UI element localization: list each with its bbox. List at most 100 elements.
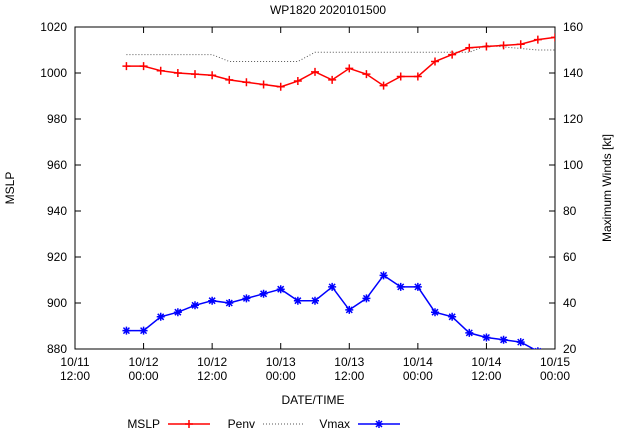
data-point-marker	[191, 301, 199, 310]
penv-dotted-line	[126, 44, 555, 62]
data-point-marker	[122, 326, 131, 335]
x-tick-label-time: 12:00	[60, 369, 90, 383]
data-point-marker	[551, 33, 555, 42]
y-left-tick-label: 940	[47, 204, 67, 218]
x-tick-label-time: 00:00	[403, 369, 433, 383]
plot-frame	[74, 26, 556, 350]
x-tick-label-time: 00:00	[129, 369, 159, 383]
series-line-penv	[126, 36, 555, 88]
plot-area	[74, 26, 556, 350]
data-point-marker	[431, 308, 439, 317]
x-tick-label-date: 10/14	[471, 355, 501, 369]
y-left-tick-label: 900	[47, 296, 67, 310]
y-right-tick-label: 20	[563, 342, 577, 356]
data-point-marker	[448, 50, 457, 59]
y-right-tick-label: 160	[563, 20, 583, 34]
data-point-marker	[311, 296, 319, 305]
data-point-marker	[482, 333, 491, 342]
data-point-marker	[276, 285, 285, 294]
data-point-marker	[499, 335, 508, 344]
y-right-tick-label: 40	[563, 296, 577, 310]
x-tick-label-time: 12:00	[197, 369, 227, 383]
data-point-marker	[328, 75, 337, 84]
y-axis-label-right: Maximum Winds [kt]	[600, 134, 614, 242]
data-point-marker	[413, 72, 422, 81]
data-point-marker	[516, 40, 525, 49]
data-point-marker	[276, 82, 285, 91]
series-line-vmax	[126, 274, 536, 349]
data-point-marker	[396, 282, 405, 291]
legend-label: Vmax	[319, 417, 350, 431]
data-point-marker	[345, 305, 354, 314]
x-tick-label-time: 12:00	[334, 369, 364, 383]
data-point-marker	[225, 299, 234, 307]
x-tick-label-date: 10/13	[334, 355, 364, 369]
y-left-tick-label: 920	[47, 250, 67, 264]
data-point-marker	[293, 77, 302, 86]
data-point-marker	[242, 78, 251, 87]
x-tick-label-date: 10/14	[403, 355, 433, 369]
y-left-tick-label: 1020	[40, 20, 67, 34]
data-point-marker	[293, 296, 302, 305]
data-point-marker	[208, 296, 217, 305]
data-point-marker	[448, 312, 457, 321]
data-point-marker	[173, 308, 182, 317]
y-left-tick-label: 980	[47, 112, 67, 126]
data-point-marker	[499, 41, 508, 50]
y-axis-label-left: MSLP	[3, 172, 17, 205]
data-point-marker	[311, 67, 319, 76]
data-point-marker	[465, 43, 474, 52]
data-point-marker	[362, 70, 371, 79]
chart-title: WP1820 2020101500	[270, 3, 386, 17]
data-point-marker	[431, 57, 439, 66]
y-right-tick-label: 120	[563, 112, 583, 126]
x-tick-label-time: 12:00	[471, 369, 501, 383]
series-vmax	[122, 271, 542, 349]
data-point-marker	[242, 294, 251, 303]
data-point-marker	[156, 312, 165, 321]
y-left-tick-label: 1000	[40, 66, 67, 80]
y-left-tick-label: 880	[47, 342, 67, 356]
data-point-marker	[533, 35, 542, 44]
data-point-marker	[362, 294, 371, 303]
axes: 880 900 920 940 960 980 1000 1020 20 40 60 80 100 120…	[40, 20, 583, 383]
x-tick-label-date: 10/12	[197, 355, 227, 369]
x-tick-label-date: 10/13	[266, 355, 296, 369]
y-right-tick-label: 140	[563, 66, 583, 80]
data-point-marker	[185, 420, 193, 428]
x-tick-label-time: 00:00	[540, 369, 570, 383]
data-point-marker	[413, 282, 422, 291]
x-tick-label-date: 10/12	[129, 355, 159, 369]
data-point-marker	[173, 69, 182, 77]
y-right-tick-label: 100	[563, 158, 583, 172]
data-point-marker	[122, 62, 131, 71]
y-right-tick-label: 60	[563, 250, 577, 264]
data-point-marker	[139, 62, 148, 71]
data-point-marker	[191, 70, 199, 79]
x-tick-label-date: 10/15	[540, 355, 570, 369]
data-point-marker	[208, 71, 217, 80]
y-right-tick-label: 80	[563, 204, 577, 218]
legend-label: Penv	[228, 417, 255, 431]
series-layer	[122, 33, 555, 349]
legend: MSLP Penv Vmax	[127, 417, 400, 431]
data-point-marker	[516, 338, 525, 347]
x-tick-label-time: 00:00	[266, 369, 296, 383]
data-point-marker	[465, 328, 474, 337]
data-point-marker	[345, 64, 354, 73]
series-penv	[122, 33, 555, 91]
data-point-marker	[156, 66, 165, 75]
data-point-marker	[259, 289, 268, 298]
x-axis-label: DATE/TIME	[281, 393, 344, 407]
data-point-marker	[375, 420, 383, 428]
data-point-marker	[225, 75, 234, 84]
data-point-marker	[379, 271, 388, 280]
data-point-marker	[328, 282, 337, 291]
y-left-tick-label: 960	[47, 158, 67, 172]
x-tick-label-date: 10/11	[60, 355, 89, 369]
data-point-marker	[379, 81, 388, 90]
data-point-marker	[139, 326, 148, 335]
data-point-marker	[396, 72, 405, 81]
legend-label: MSLP	[127, 417, 160, 431]
